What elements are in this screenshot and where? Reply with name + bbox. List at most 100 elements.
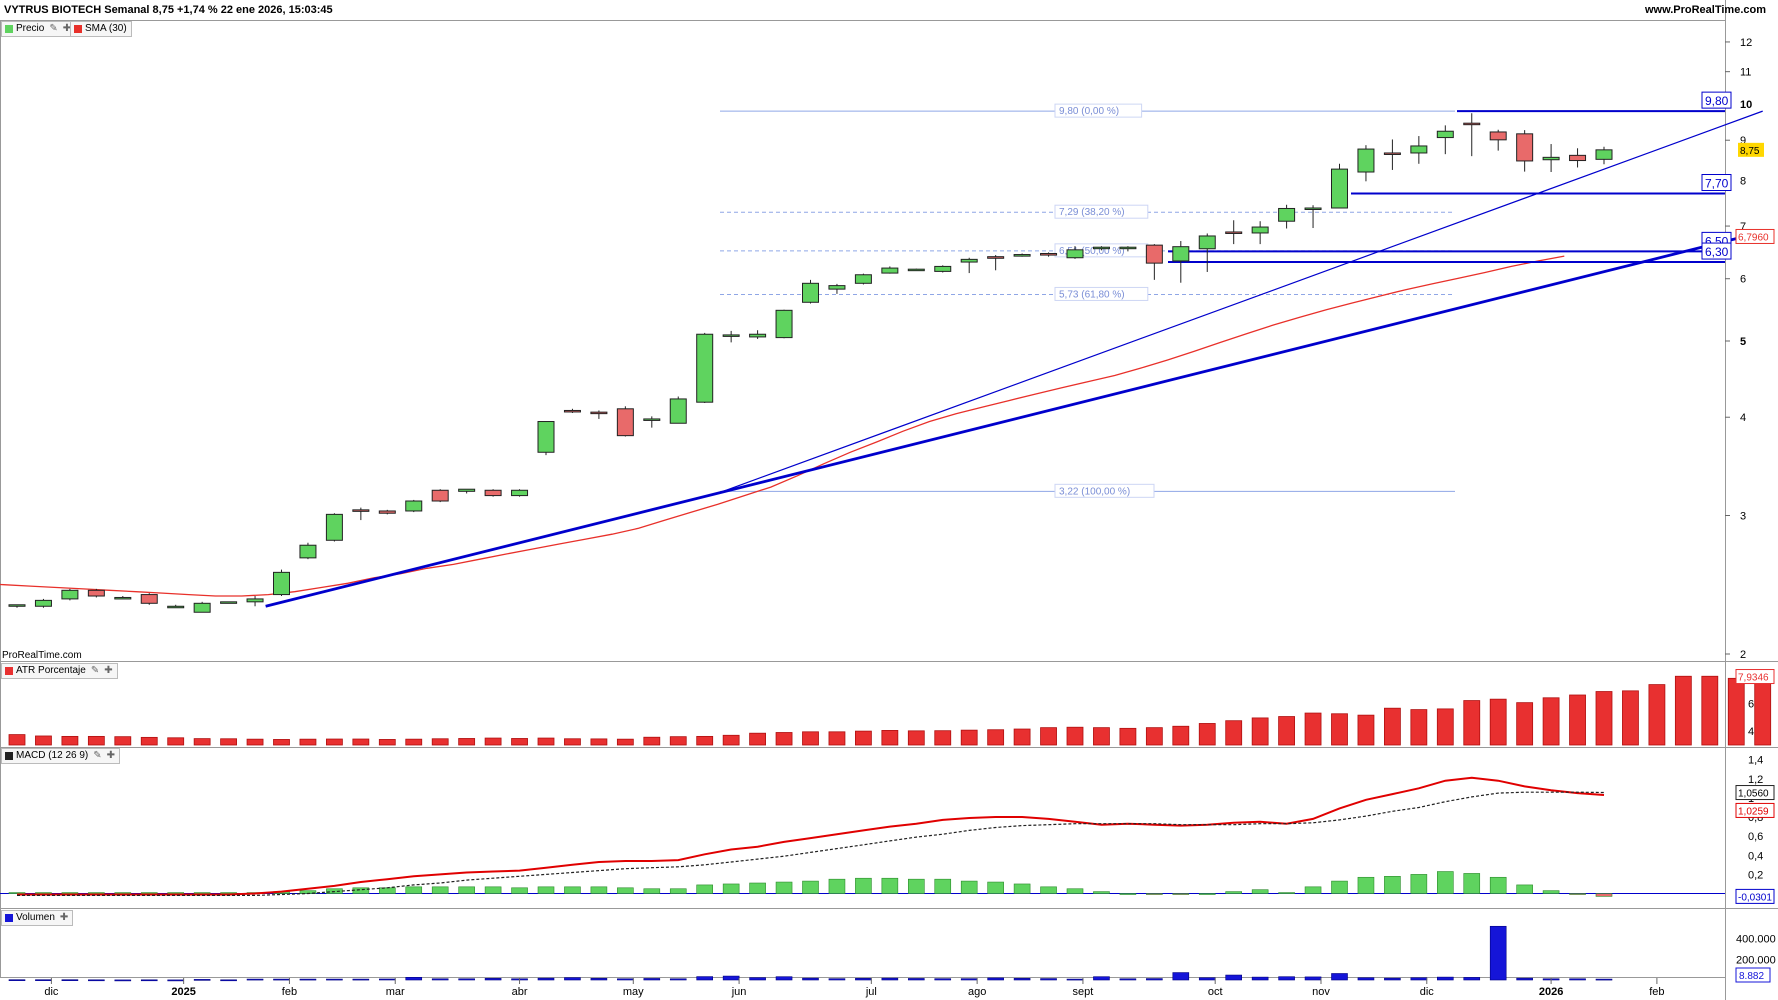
candle-body <box>458 488 476 492</box>
candle-body <box>114 596 132 600</box>
atr-bar <box>1516 702 1534 746</box>
candle-body <box>1119 246 1137 250</box>
volume-bar <box>431 978 449 981</box>
candle-body <box>987 256 1005 259</box>
level-label: 7,70 <box>1705 177 1729 191</box>
candle-body <box>828 285 846 290</box>
macd-hist-bar <box>1569 893 1586 895</box>
volume-bar <box>1516 977 1533 981</box>
plus-icon[interactable]: ✚ <box>59 912 69 923</box>
volume-bar <box>696 976 714 981</box>
x-tick-label: sept <box>1073 986 1094 998</box>
candle-body <box>1410 145 1428 154</box>
x-tick-label: mar <box>386 986 405 998</box>
volume-bar <box>907 978 925 981</box>
sma-line <box>0 255 1565 597</box>
atr-bar <box>1172 725 1190 746</box>
atr-bar <box>1754 680 1772 746</box>
atr-bar <box>1040 727 1057 746</box>
legend-atr[interactable]: ATR Porcentaje ✎ ✚ <box>1 663 118 679</box>
plot-frame <box>0 20 1726 978</box>
legend-macd[interactable]: MACD (12 26 9) ✎ ✚ <box>1 748 121 764</box>
level-label-box <box>1701 242 1732 260</box>
atr-bar <box>484 737 502 746</box>
atr-last-label: 7,9346 <box>1738 673 1769 684</box>
legend-sma[interactable]: SMA (30) <box>70 21 132 37</box>
atr-bar <box>669 736 687 746</box>
macd-hist-bar <box>722 883 740 894</box>
wrench-icon[interactable]: ✎ <box>90 665 100 676</box>
y-tick-label: 9 <box>1740 135 1746 147</box>
atr-bar <box>1119 727 1137 746</box>
atr-bar <box>643 736 661 746</box>
candle-body <box>484 489 502 497</box>
volume-bar <box>326 978 343 981</box>
volume-bar <box>140 979 158 982</box>
macd-signal-label: 1,0560 <box>1738 789 1769 800</box>
atr-bar <box>246 738 264 746</box>
volume-bar <box>1357 977 1375 981</box>
volume-bar <box>1463 977 1481 981</box>
volume-last-tag <box>1735 967 1771 983</box>
macd-hist-bar <box>617 887 634 894</box>
legend-price[interactable]: Precio ✎ ✚ <box>1 21 77 37</box>
legend-macd-label: MACD (12 26 9) <box>16 750 89 761</box>
atr-bar <box>431 738 449 746</box>
macd-hist-bar <box>537 886 555 894</box>
volume-bar <box>775 976 793 981</box>
macd-signal-tag <box>1735 785 1775 801</box>
volume-bar <box>828 978 846 981</box>
candle-body <box>220 601 238 604</box>
macd-hist-label: -0,0301 <box>1738 892 1772 903</box>
candle-body <box>325 513 343 541</box>
atr-bar <box>1331 713 1348 746</box>
macd-hist-bar <box>35 892 52 894</box>
macd-hist-bar <box>1357 876 1375 894</box>
wrench-icon[interactable]: ✎ <box>49 23 58 34</box>
candle-body <box>722 334 740 337</box>
macd-hist-bar <box>88 892 105 894</box>
macd-tick-label: 0,4 <box>1748 850 1763 862</box>
macd-hist-bar <box>1542 890 1560 894</box>
volume-bar <box>246 978 264 981</box>
atr-bar <box>828 731 846 746</box>
candle-body <box>960 258 978 263</box>
candle-body <box>1542 156 1560 161</box>
volume-bar <box>1172 972 1190 981</box>
x-tick-label: feb <box>1649 986 1664 998</box>
volume-bar <box>564 977 581 981</box>
candle-body <box>8 604 26 607</box>
plus-icon[interactable]: ✚ <box>104 665 113 676</box>
macd-hist-bar <box>1304 886 1322 894</box>
plus-icon[interactable]: ✚ <box>106 750 116 761</box>
candle-body <box>1092 246 1110 250</box>
candle-body <box>775 309 793 339</box>
macd-hist-bar <box>8 892 26 894</box>
atr-bar <box>1013 728 1031 746</box>
atr-bar <box>114 736 132 746</box>
volume-bar <box>1384 977 1401 981</box>
volume-bar <box>61 979 79 981</box>
legend-volume[interactable]: Volumen ✚ <box>1 910 74 926</box>
macd-color-swatch <box>5 752 13 760</box>
volume-tick-label: 400.000 <box>1736 934 1776 946</box>
volume-bar <box>802 977 819 981</box>
y-tick-label: 8 <box>1740 175 1746 187</box>
candle-body <box>34 599 52 607</box>
macd-hist-bar <box>484 886 502 894</box>
macd-hist-bar <box>511 887 528 894</box>
atr-bar <box>1384 707 1401 746</box>
candle-body <box>1331 168 1348 209</box>
macd-hist-bar <box>1384 876 1401 894</box>
plus-icon[interactable]: ✚ <box>62 23 72 34</box>
candle-body <box>299 544 317 559</box>
volume-color-swatch <box>5 914 13 922</box>
wrench-icon[interactable]: ✎ <box>93 750 102 761</box>
site-label[interactable]: www.ProRealTime.com <box>1644 4 1766 16</box>
candle-body <box>87 589 105 597</box>
candle-body <box>1145 244 1163 264</box>
y-tick-label: 3 <box>1740 510 1746 522</box>
atr-bar <box>511 738 528 746</box>
candle-body <box>1040 252 1058 256</box>
x-tick-label: feb <box>282 986 297 998</box>
